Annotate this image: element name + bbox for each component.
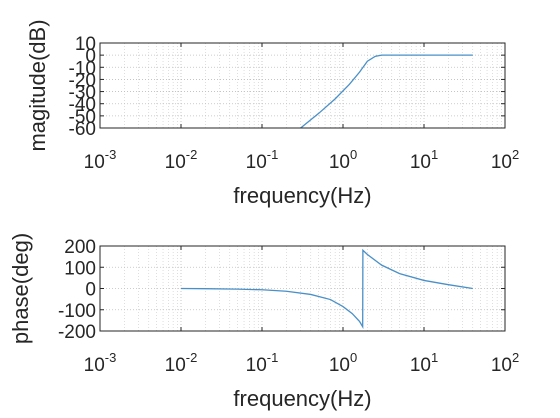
data-line-series-1 bbox=[180, 248, 473, 330]
y-tick-label: 200 bbox=[64, 237, 96, 258]
x-axis-label: frequency(Hz) bbox=[233, 386, 371, 411]
x-tick-label: 100 bbox=[329, 350, 357, 376]
y-tick-label: -100 bbox=[58, 301, 96, 322]
y-tick-label: -50 bbox=[69, 107, 96, 128]
axes-box bbox=[99, 42, 506, 129]
y-tick-label: -200 bbox=[58, 322, 96, 343]
x-tick-label: 10-3 bbox=[84, 147, 117, 173]
y-tick-label: -40 bbox=[69, 95, 96, 116]
x-tick-label: 102 bbox=[491, 350, 519, 376]
x-tick-label: 10-1 bbox=[246, 350, 279, 376]
x-tick-label: 100 bbox=[329, 147, 357, 173]
y-tick-label: -30 bbox=[69, 83, 96, 104]
x-tick-label: 10-2 bbox=[165, 147, 198, 173]
y-axis-label: magitude(dB) bbox=[25, 19, 50, 151]
y-tick-label: 0 bbox=[85, 46, 96, 67]
x-tick-label: 10-1 bbox=[246, 147, 279, 173]
x-tick-label: 101 bbox=[410, 147, 438, 173]
y-tick-label: -60 bbox=[69, 119, 96, 140]
y-tick-label: 100 bbox=[64, 258, 96, 279]
x-axis-label: frequency(Hz) bbox=[233, 183, 371, 208]
data-line-series-1 bbox=[300, 54, 473, 129]
x-tick-label: 10-2 bbox=[165, 350, 198, 376]
y-tick-label: 0 bbox=[85, 280, 96, 301]
y-tick-label: 10 bbox=[75, 34, 96, 55]
y-tick-label: -20 bbox=[69, 70, 96, 91]
x-tick-label: 10-3 bbox=[84, 350, 117, 376]
x-tick-label: 102 bbox=[491, 147, 519, 173]
y-axis-label: phase(deg) bbox=[8, 233, 33, 344]
y-tick-label: -10 bbox=[69, 58, 96, 79]
x-tick-label: 101 bbox=[410, 350, 438, 376]
